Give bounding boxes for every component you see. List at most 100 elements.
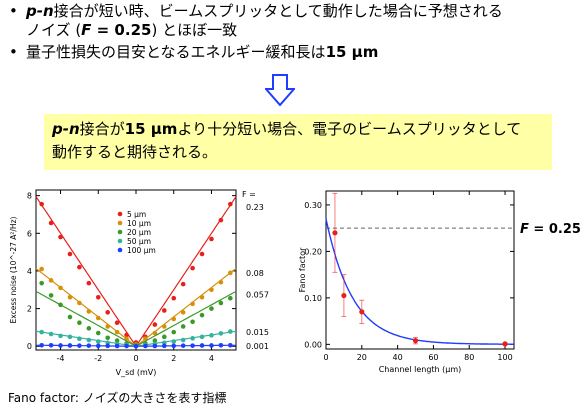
data-point bbox=[77, 336, 82, 342]
data-point bbox=[180, 310, 186, 315]
data-point bbox=[228, 201, 233, 207]
y-tick-label: 0.00 bbox=[304, 340, 322, 349]
data-point bbox=[218, 217, 224, 223]
fit-curve bbox=[325, 218, 514, 345]
data-point bbox=[190, 343, 195, 348]
data-point bbox=[218, 279, 224, 285]
data-point bbox=[412, 338, 419, 344]
x-tick-label: 0 bbox=[323, 353, 328, 362]
data-point bbox=[152, 343, 158, 349]
data-point bbox=[199, 251, 205, 257]
y-axis-label: Excess noise (10^-27 A²/Hz) bbox=[9, 216, 18, 323]
x-tick-label: 40 bbox=[393, 353, 403, 362]
x-tick-label: -2 bbox=[94, 354, 102, 363]
data-point bbox=[190, 336, 195, 341]
data-point bbox=[180, 337, 186, 343]
data-point bbox=[152, 338, 158, 343]
fano-value-label: 0.015 bbox=[246, 328, 269, 337]
data-point bbox=[332, 230, 338, 236]
data-point bbox=[190, 301, 195, 307]
bullet-1-line2-post: ) とほぼ一致 bbox=[151, 21, 238, 39]
data-point bbox=[39, 280, 44, 286]
bullet-dot: • bbox=[9, 2, 18, 20]
fano-value-label: 0.057 bbox=[246, 290, 269, 299]
y-tick-label: 0.30 bbox=[304, 201, 322, 210]
fit-line bbox=[35, 290, 237, 347]
callout-text-2: より十分短い場合、電子のビームスプリッタとして bbox=[177, 120, 522, 138]
excess-noise-chart: -4 -2 0 2 4 0 2 4 6 8 V_sd (mV) Excess noise (10^-2… bbox=[9, 189, 269, 377]
data-point bbox=[209, 333, 214, 338]
data-point bbox=[105, 310, 110, 315]
data-point bbox=[199, 343, 205, 348]
data-point bbox=[502, 341, 508, 347]
bullet-1-line2-pre: ノイズ ( bbox=[26, 21, 82, 39]
legend-label: 50 μm bbox=[127, 237, 151, 246]
x-tick-label: 80 bbox=[464, 353, 474, 362]
data-point bbox=[114, 329, 120, 335]
callout-text-1: 接合が bbox=[79, 120, 125, 138]
x-tick-label: 2 bbox=[171, 354, 176, 363]
data-point bbox=[162, 334, 167, 340]
data-point bbox=[228, 295, 233, 301]
data-point bbox=[228, 270, 233, 276]
data-point bbox=[86, 326, 92, 331]
data-point bbox=[58, 343, 63, 348]
data-point bbox=[86, 337, 92, 343]
data-point bbox=[190, 319, 195, 325]
y-axis-label: Fano factor bbox=[298, 247, 307, 292]
data-point bbox=[48, 342, 54, 348]
bullet-2-text: 量子性損失の目安となるエネルギー緩和長は bbox=[26, 43, 326, 61]
x-tick-label: 100 bbox=[497, 353, 512, 362]
plot-frame bbox=[325, 190, 515, 350]
data-point bbox=[162, 343, 167, 349]
data-point bbox=[48, 220, 54, 226]
data-point bbox=[95, 343, 101, 349]
data-point bbox=[218, 300, 224, 306]
bullet-dot: • bbox=[9, 43, 18, 61]
conclusion-callout: p-n接合が15 μmより十分短い場合、電子のビームスプリッタとして 動作すると… bbox=[44, 114, 552, 170]
fano-value-label: 0.001 bbox=[246, 342, 269, 351]
data-point bbox=[77, 320, 82, 326]
data-point bbox=[180, 324, 186, 329]
data-point bbox=[67, 314, 73, 320]
data-point bbox=[105, 335, 110, 341]
data-point bbox=[171, 343, 177, 349]
data-point bbox=[67, 343, 73, 348]
data-point bbox=[171, 329, 177, 335]
data-point bbox=[190, 265, 195, 271]
x-tick-label: 4 bbox=[209, 354, 214, 363]
y-tick-label: 0 bbox=[27, 342, 32, 351]
data-point bbox=[77, 300, 82, 306]
data-point bbox=[359, 309, 365, 315]
y-tick-label: 8 bbox=[27, 192, 32, 201]
reference-label-value: = 0.25 bbox=[529, 222, 581, 237]
data-point bbox=[58, 234, 63, 240]
x-tick-label: 60 bbox=[428, 353, 438, 362]
data-point bbox=[218, 342, 224, 348]
data-point bbox=[143, 343, 148, 349]
legend-label: 5 μm bbox=[127, 210, 146, 219]
data-point bbox=[77, 343, 82, 348]
data-point bbox=[39, 201, 44, 207]
down-arrow-icon bbox=[265, 74, 295, 106]
data-point bbox=[228, 329, 233, 334]
data-point bbox=[58, 333, 63, 339]
data-point bbox=[162, 324, 167, 329]
legend-marker bbox=[117, 229, 123, 235]
y-tick-label: 6 bbox=[27, 229, 32, 238]
data-point bbox=[39, 266, 44, 272]
bullet-1-text: 接合が短い時、ビームスプリッタとして動作した場合に予想される bbox=[53, 2, 503, 20]
data-point bbox=[152, 330, 158, 336]
data-point bbox=[209, 343, 214, 348]
bullet-item-1: • p-n接合が短い時、ビームスプリッタとして動作した場合に予想される ノイズ … bbox=[4, 2, 588, 40]
legend-marker bbox=[117, 220, 123, 226]
y-tick-label: 2 bbox=[27, 305, 32, 314]
legend-label: 10 μm bbox=[127, 219, 151, 228]
data-point bbox=[77, 264, 82, 270]
fano-factor-chart: 0 20 40 60 80 100 0.00 0.10 0.20 0.30 Channel leng… bbox=[298, 190, 581, 374]
y-tick-label: 0.20 bbox=[304, 247, 322, 256]
x-axis-label: V_sd (mV) bbox=[116, 368, 157, 377]
data-point bbox=[152, 322, 158, 327]
fano-header: F = bbox=[242, 190, 256, 199]
data-point bbox=[95, 339, 101, 344]
